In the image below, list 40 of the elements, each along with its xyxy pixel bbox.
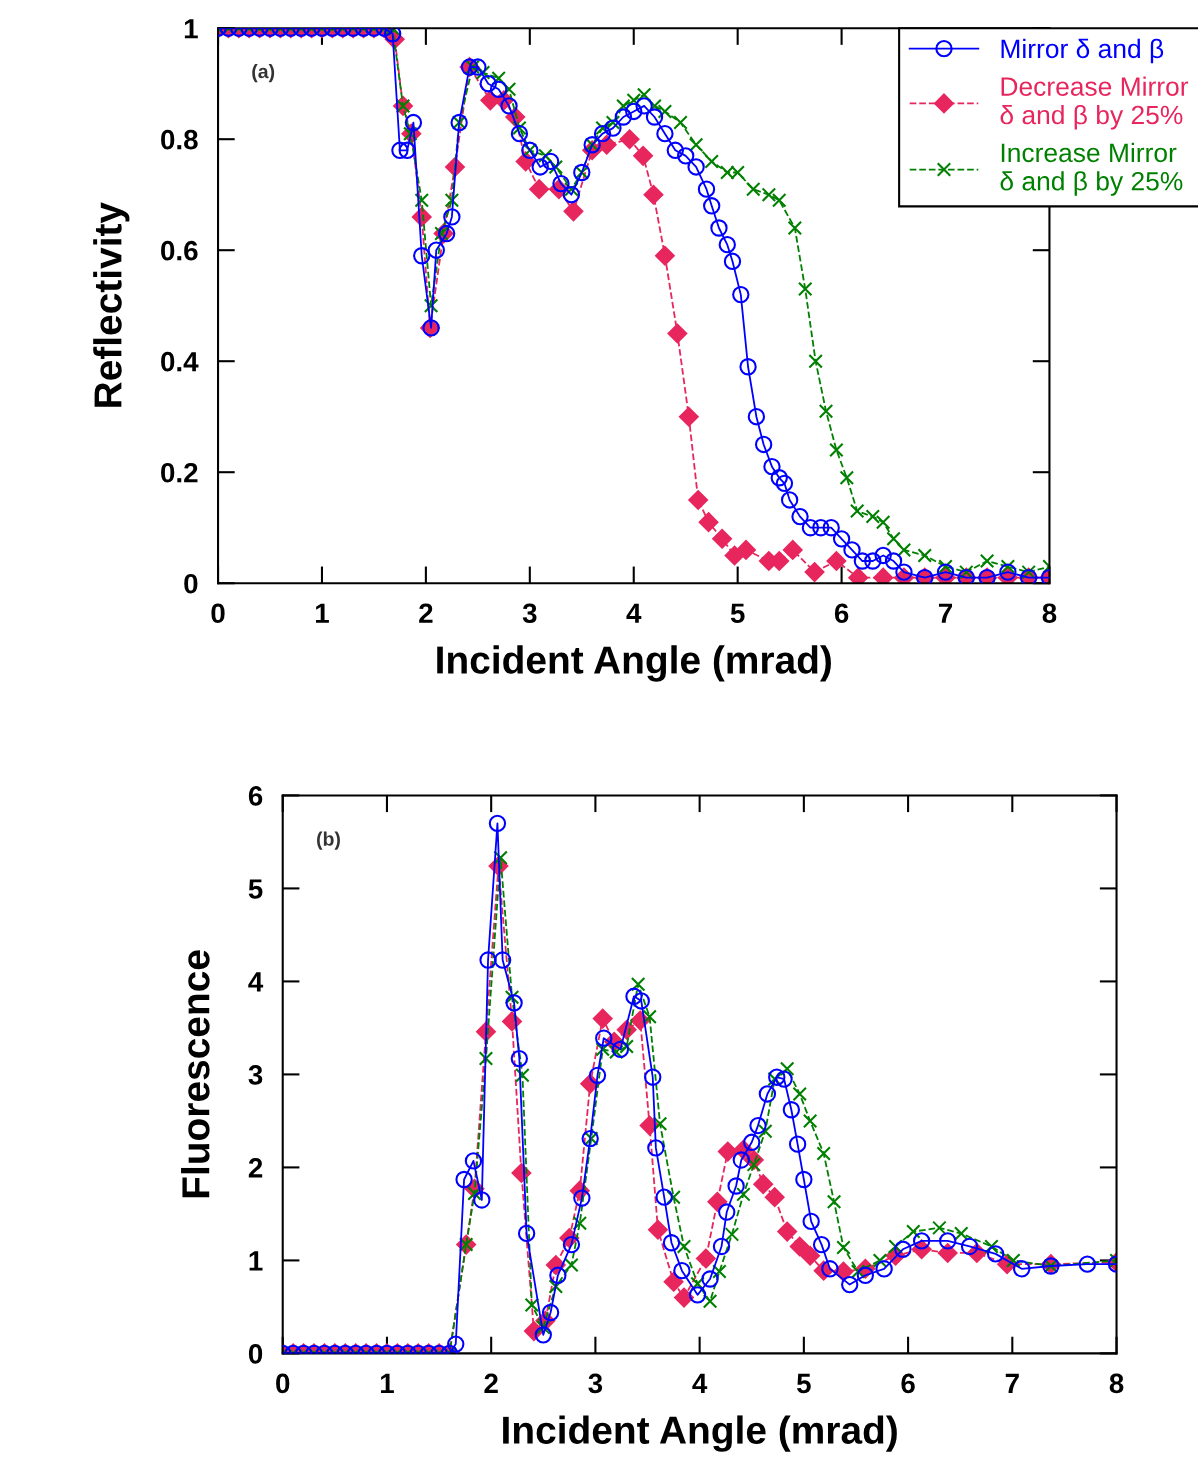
x-tick-label: 8 — [1109, 1373, 1124, 1394]
x-tick-label: 2 — [484, 1373, 498, 1393]
y-tick-label: 4 — [248, 972, 264, 992]
y-tick-label: 0.2 — [161, 462, 198, 483]
y-tick-label: 0 — [184, 573, 198, 594]
x-tick-label: 2 — [419, 603, 433, 623]
legend-label: Increase Mirror δ and β by 25% — [1000, 142, 1183, 196]
x-axis-title: Incident Angle (mrad) — [503, 1415, 897, 1452]
x-tick-label: 6 — [834, 603, 849, 624]
y-axis-title: Reflectivity — [93, 202, 130, 407]
x-tick-label: 5 — [796, 1373, 811, 1394]
y-tick-label: 6 — [248, 786, 263, 806]
annotation: (a) — [252, 64, 275, 83]
y-tick-label: 0.8 — [161, 129, 198, 150]
x-tick-label: 0 — [276, 1373, 290, 1394]
y-tick-label: 2 — [248, 1158, 263, 1178]
x-tick-label: 7 — [938, 603, 953, 623]
x-tick-label: 6 — [901, 1373, 915, 1394]
legend-label: Mirror δ and β — [1001, 38, 1164, 64]
x-tick-label: 4 — [692, 1373, 708, 1393]
y-tick-label: 0.6 — [161, 240, 198, 261]
legend-label: Decrease Mirror δ and β by 25% — [1000, 76, 1189, 130]
x-tick-label: 3 — [588, 1373, 603, 1394]
x-tick-label: 0 — [211, 603, 225, 624]
x-tick-label: 8 — [1042, 603, 1057, 624]
x-axis-title: Incident Angle (mrad) — [437, 645, 831, 682]
y-axis-title: Fluorescence — [181, 950, 210, 1198]
x-tick-label: 1 — [380, 1373, 394, 1393]
y-tick-label: 5 — [248, 879, 263, 899]
x-tick-label: 5 — [730, 603, 745, 624]
y-tick-label: 0.4 — [161, 351, 199, 372]
y-tick-label: 1 — [184, 19, 198, 39]
x-tick-label: 4 — [626, 603, 642, 623]
y-tick-label: 0 — [248, 1344, 263, 1364]
annotation: (b) — [317, 831, 340, 850]
y-tick-label: 3 — [248, 1065, 263, 1085]
y-tick-label: 1 — [249, 1251, 263, 1271]
x-tick-label: 1 — [315, 603, 329, 623]
x-tick-label: 3 — [522, 603, 537, 624]
x-tick-label: 7 — [1005, 1373, 1019, 1393]
